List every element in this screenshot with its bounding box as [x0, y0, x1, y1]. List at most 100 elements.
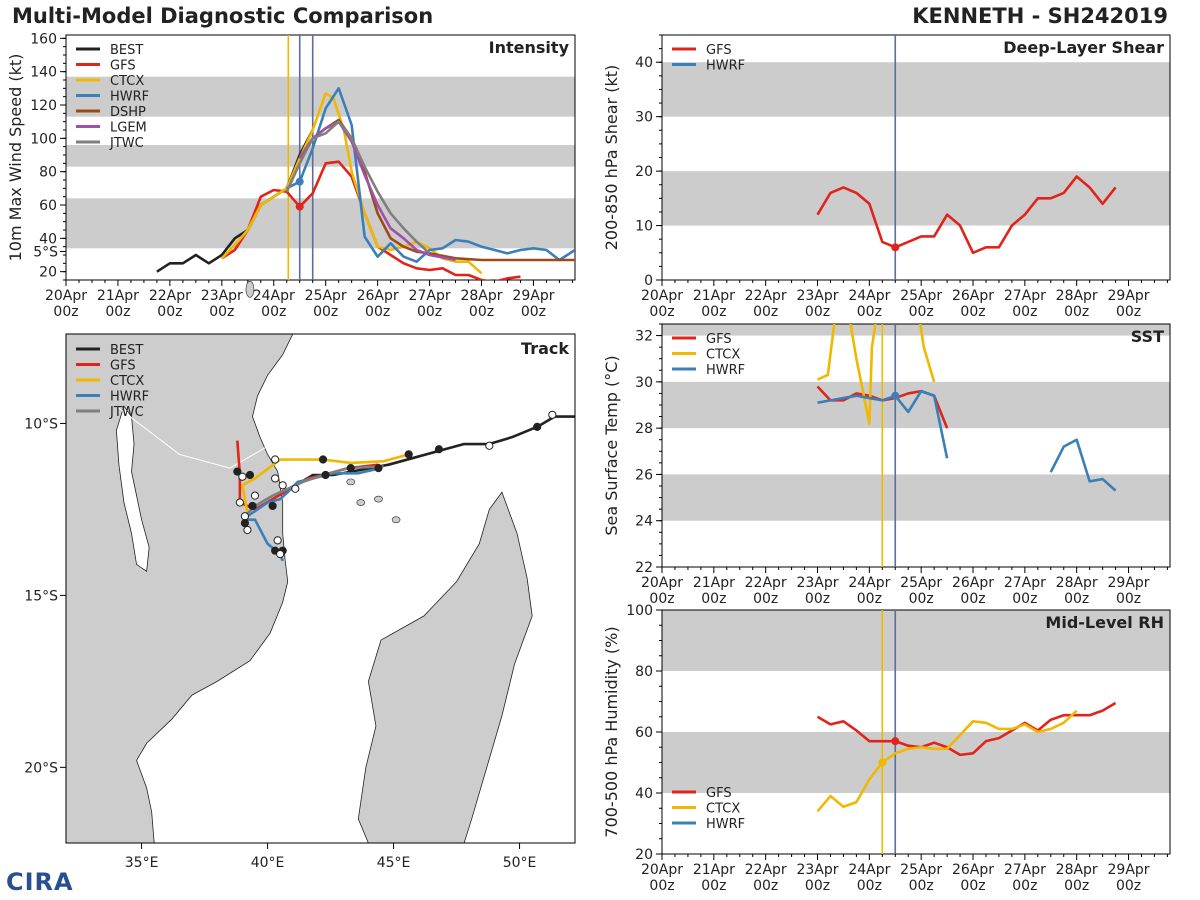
y-tick-label: 30 [635, 110, 653, 126]
series-lgem [298, 120, 456, 262]
page-title: Multi-Model Diagnostic Comparison [12, 4, 434, 28]
x-tick-hour: 00z [753, 304, 778, 320]
series-ctcx [816, 709, 1078, 813]
y-tick-label: 10°S [24, 416, 58, 432]
x-tick-hour: 00z [960, 591, 985, 607]
x-tick-label: 29Apr [512, 288, 554, 304]
legend-label-hwrf: HWRF [110, 90, 149, 105]
x-tick-hour: 00z [857, 591, 882, 607]
series-gfs [816, 701, 1117, 757]
x-tick-hour: 00z [1012, 591, 1037, 607]
y-tick-label: 20°S [24, 760, 58, 776]
legend-label-hwrf: HWRF [706, 59, 745, 74]
panel-title: Deep-Layer Shear [1003, 38, 1164, 57]
x-tick-label: 23Apr [796, 288, 838, 304]
x-tick-label: 23Apr [796, 575, 838, 591]
storm-id-title: KENNETH - SH242019 [912, 4, 1168, 28]
series-hwrf [817, 389, 949, 459]
track-point-open [548, 410, 557, 419]
track-point-filled [374, 464, 383, 473]
band-0 [66, 198, 575, 249]
x-tick-label: 26Apr [952, 575, 994, 591]
x-tick-hour: 00z [753, 591, 778, 607]
y-tick-label: 80 [39, 165, 57, 181]
legend-label-gfs: GFS [706, 786, 732, 801]
legend-label-ctcx: CTCX [110, 374, 144, 389]
x-tick-label: 27Apr [1004, 575, 1046, 591]
x-tick-label: 28Apr [1056, 862, 1098, 878]
x-tick-label: 24Apr [253, 288, 295, 304]
x-tick-hour: 00z [1064, 591, 1089, 607]
legend-label-jtwc: JTWC [109, 136, 144, 151]
x-tick-hour: 00z [1116, 878, 1141, 894]
track-point-filled [533, 422, 542, 431]
x-tick-hour: 00z [1064, 878, 1089, 894]
band-0 [662, 474, 1170, 521]
x-tick-label: 28Apr [1056, 575, 1098, 591]
track-point-filled [248, 501, 257, 511]
country-border [116, 405, 278, 469]
y-tick-label: 120 [30, 98, 57, 114]
x-tick-label: 22Apr [149, 288, 191, 304]
marker-gfs [891, 243, 900, 252]
legend-label-gfs: GFS [706, 332, 732, 347]
y-tick-label: 32 [635, 329, 653, 345]
panel-sst: 20Apr00z21Apr00z22Apr00z23Apr00z24Apr00z… [602, 323, 1171, 607]
legend-label-best: BEST [110, 343, 143, 358]
y-tick-label: 20 [39, 265, 57, 281]
y-tick-label: 40 [39, 231, 57, 247]
x-tick-label: 50°E [503, 855, 537, 871]
series-hwrf [1049, 438, 1117, 492]
y-axis-label: Sea Surface Temp (°C) [602, 355, 621, 535]
y-axis-label: 200-850 hPa Shear (kt) [602, 65, 621, 251]
x-tick-hour: 00z [909, 591, 934, 607]
panel-track: 35°E 40°E 45°E 50°E 10°S 15°S 20°S 5°S Track BEST… [24, 244, 576, 871]
x-tick-hour: 00z [805, 591, 830, 607]
legend-label-hwrf: HWRF [110, 390, 149, 405]
x-tick-label: 22Apr [745, 288, 787, 304]
x-tick-hour: 00z [805, 878, 830, 894]
legend-label-hwrf: HWRF [706, 363, 745, 378]
zanzibar-island [245, 280, 255, 298]
x-tick-hour: 00z [1012, 878, 1037, 894]
series-gfs [816, 175, 1117, 255]
cira-logo: CIRA [6, 868, 74, 896]
y-axis-label: 700-500 hPa Humidity (%) [602, 626, 621, 837]
x-tick-hour: 00z [365, 304, 390, 320]
madagascar-landmass [357, 491, 533, 843]
x-tick-label: 21Apr [693, 288, 735, 304]
x-tick-label: 20Apr [45, 288, 87, 304]
y-axis-label: 10m Max Wind Speed (kt) [6, 54, 25, 262]
track-point-filled [233, 467, 242, 476]
x-tick-label: 40°E [251, 855, 285, 871]
x-tick-hour: 00z [417, 304, 442, 320]
x-tick-label: 25Apr [305, 288, 347, 304]
comoros-island [374, 495, 383, 503]
x-tick-hour: 00z [53, 304, 78, 320]
plot-frame [65, 333, 576, 844]
y-tick-label: 80 [635, 664, 653, 680]
track-point-open [273, 536, 282, 545]
x-tick-label: 29Apr [1108, 288, 1150, 304]
marker-gfs [295, 202, 304, 211]
x-tick-hour: 00z [701, 304, 726, 320]
legend-label-lgem: LGEM [110, 121, 147, 136]
x-tick-label: 35°E [125, 855, 159, 871]
track-point-open [238, 472, 247, 481]
series-ctcx [919, 324, 936, 383]
series-hwrf [286, 87, 575, 263]
panel-title: SST [1131, 327, 1164, 346]
plot-frame [65, 34, 576, 281]
x-tick-label: 24Apr [848, 862, 890, 878]
x-tick-hour: 00z [753, 878, 778, 894]
series-ctcx [816, 324, 877, 425]
x-tick-hour: 00z [209, 304, 234, 320]
comoros-island [391, 516, 401, 524]
legend-label-ctcx: CTCX [706, 802, 740, 817]
x-tick-hour: 00z [521, 304, 546, 320]
x-tick-hour: 00z [857, 304, 882, 320]
legend-label-gfs: GFS [110, 359, 136, 374]
panel-rh: 20Apr00z21Apr00z22Apr00z23Apr00z24Apr00z… [602, 603, 1171, 894]
x-tick-hour: 00z [1064, 304, 1089, 320]
